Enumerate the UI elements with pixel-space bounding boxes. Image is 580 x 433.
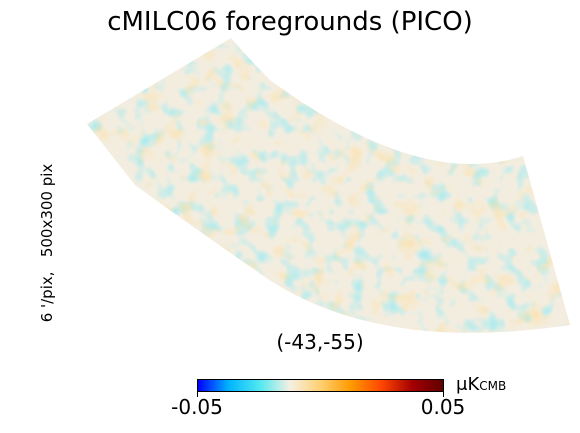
colorbar xyxy=(197,379,444,392)
colorbar-tick-max xyxy=(443,391,444,397)
colorbar-unit-sub: CMB xyxy=(479,379,507,393)
chart-title: cMILC06 foregrounds (PICO) xyxy=(107,7,473,37)
center-coordinates: (-43,-55) xyxy=(276,330,364,354)
colorbar-unit: μKCMB xyxy=(456,374,506,397)
colorbar-tick-min xyxy=(197,391,198,397)
colorbar-unit-main: μK xyxy=(456,374,480,395)
colorbar-min-label: -0.05 xyxy=(171,395,223,419)
colorbar-max-label: 0.05 xyxy=(420,395,466,419)
